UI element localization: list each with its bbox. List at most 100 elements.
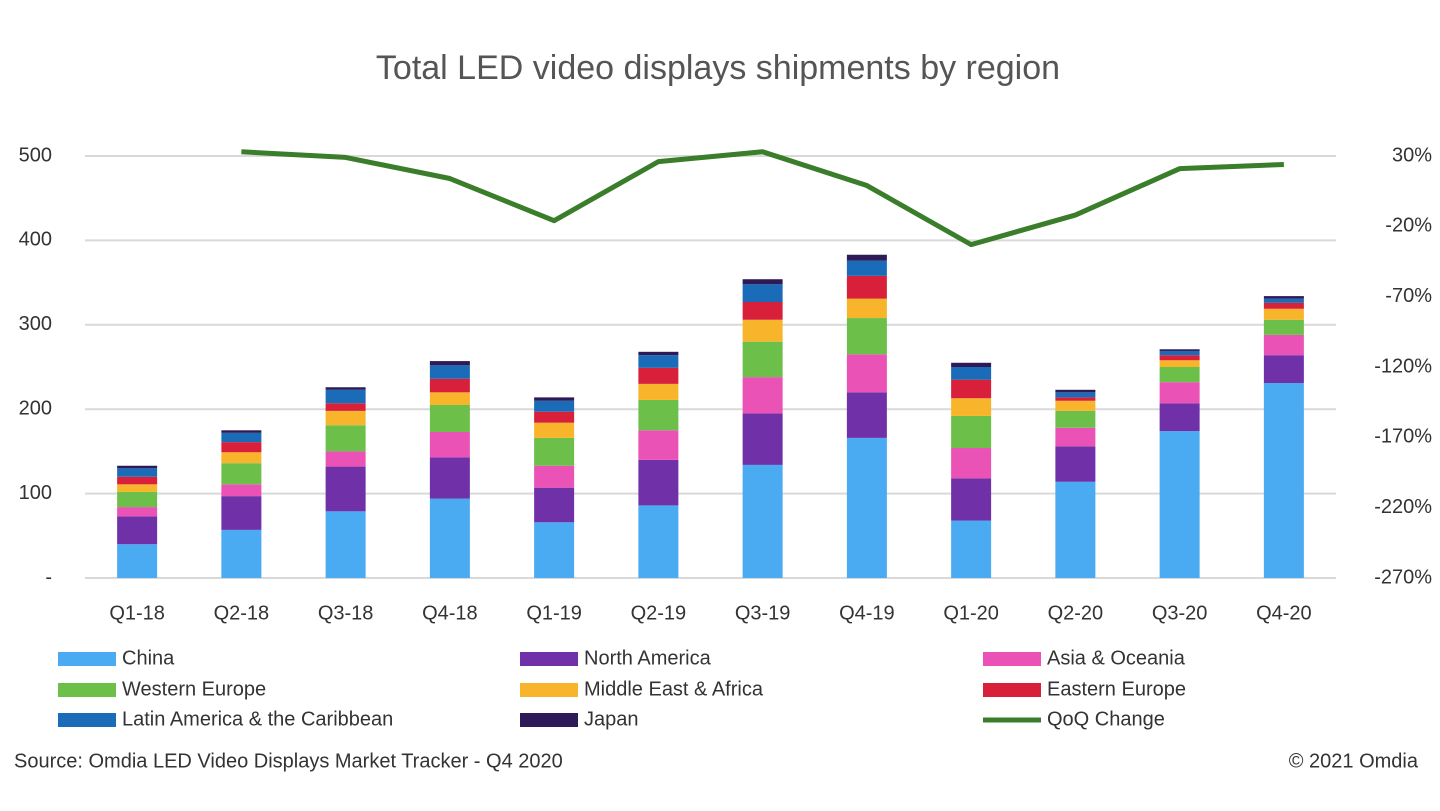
bar-segment <box>846 392 887 438</box>
legend-swatch <box>58 713 116 727</box>
bar-segment <box>951 520 992 578</box>
bar-segment <box>117 468 158 477</box>
bar-segment <box>1159 355 1200 361</box>
bar-segment <box>846 354 887 393</box>
y-tick-label: 300 <box>19 313 52 335</box>
bar-segment <box>429 378 470 393</box>
x-tick-label: Q3-18 <box>318 602 374 624</box>
bar-segment <box>534 411 575 423</box>
bar-segment <box>1055 400 1096 411</box>
y2-tick-label: -70% <box>1385 285 1432 307</box>
legend-label: China <box>122 647 175 669</box>
y-tick-label: 500 <box>19 144 52 166</box>
bar-segment <box>534 397 575 401</box>
y-tick-label: - <box>45 566 52 588</box>
bar-segment <box>846 318 887 355</box>
bar-segment <box>429 404 470 432</box>
bar-segment <box>534 487 575 523</box>
bar-segment <box>117 516 158 545</box>
bar-segment <box>325 403 366 411</box>
bar-segment <box>1159 360 1200 367</box>
bar-segment <box>742 302 783 320</box>
y2-tick-label: -270% <box>1374 566 1432 588</box>
bar-segment <box>951 415 992 449</box>
x-tick-label: Q1-18 <box>109 602 165 624</box>
bar-segment <box>638 355 679 368</box>
bar-segment <box>1159 382 1200 404</box>
x-tick-label: Q3-19 <box>735 602 791 624</box>
bar-segment <box>846 260 887 276</box>
bar-segment <box>117 484 158 492</box>
x-tick-label: Q4-20 <box>1256 602 1312 624</box>
line-series <box>241 149 1284 248</box>
copyright: © 2021 Omdia <box>1289 750 1419 772</box>
bar-segment <box>534 437 575 466</box>
bar-segment <box>742 464 783 578</box>
bar-segment <box>846 275 887 299</box>
bar-segment <box>1159 403 1200 432</box>
x-tick-label: Q2-20 <box>1048 602 1104 624</box>
bar-segment <box>534 422 575 438</box>
bar-segment <box>742 319 783 342</box>
bar-segment <box>846 437 887 578</box>
bar-segment <box>325 410 366 426</box>
bar-segment <box>1263 319 1304 335</box>
bar-segment <box>429 457 470 499</box>
bar-segment <box>325 466 366 512</box>
bar-segment <box>846 254 887 261</box>
y-tick-label: 100 <box>19 482 52 504</box>
legend-label: Western Europe <box>122 678 266 700</box>
bar-segment <box>1263 302 1304 309</box>
bar-segment <box>117 491 158 508</box>
chart-title: Total LED video displays shipments by re… <box>376 49 1060 87</box>
bar-segment <box>1055 481 1096 578</box>
x-tick-label: Q1-19 <box>526 602 582 624</box>
bar-segment <box>1055 446 1096 482</box>
legend-label: Eastern Europe <box>1047 678 1186 700</box>
bar-segment <box>1159 431 1200 578</box>
y2-tick-label: -170% <box>1374 426 1432 448</box>
bar-segment <box>221 442 262 453</box>
bar-segment <box>221 432 262 443</box>
bar-segment <box>638 459 679 506</box>
bar-segment <box>1159 350 1200 356</box>
bar-segment <box>1159 367 1200 383</box>
bar-segment <box>1263 308 1304 320</box>
bar-segment <box>951 448 992 479</box>
bar-segment <box>1055 410 1096 428</box>
y2-tick-label: -120% <box>1374 355 1432 377</box>
x-tick-label: Q4-18 <box>422 602 478 624</box>
legend-swatch <box>983 683 1041 697</box>
bar-segment <box>117 507 158 517</box>
bar-segment <box>325 387 366 390</box>
source-note: Source: Omdia LED Video Displays Market … <box>14 750 563 772</box>
legend-label: QoQ Change <box>1047 708 1165 730</box>
legend-swatch <box>58 683 116 697</box>
legend-label: Latin America & the Caribbean <box>122 708 393 730</box>
bar-segment <box>638 367 679 384</box>
y2-tick-label: 30% <box>1392 144 1432 166</box>
bar-segment <box>742 377 783 414</box>
bar-segment <box>325 389 366 404</box>
bar-segment <box>742 284 783 303</box>
bar-segment <box>846 298 887 319</box>
legend-swatch <box>58 652 116 666</box>
bar-segment <box>951 362 992 367</box>
bar-segment <box>1055 397 1096 401</box>
bar-segment <box>117 476 158 485</box>
bar-segment <box>1055 427 1096 447</box>
legend-label: Asia & Oceania <box>1047 647 1186 669</box>
bar-segment <box>221 463 262 485</box>
bar-segment <box>221 452 262 464</box>
bar-segment <box>325 451 366 467</box>
bar-segment <box>325 511 366 578</box>
legend-label: Japan <box>584 708 639 730</box>
bar-segment <box>429 365 470 379</box>
bar-segment <box>221 496 262 530</box>
y-tick-label: 400 <box>19 229 52 251</box>
bar-segment <box>742 413 783 465</box>
bar-segment <box>638 383 679 400</box>
bar-segment <box>742 341 783 378</box>
